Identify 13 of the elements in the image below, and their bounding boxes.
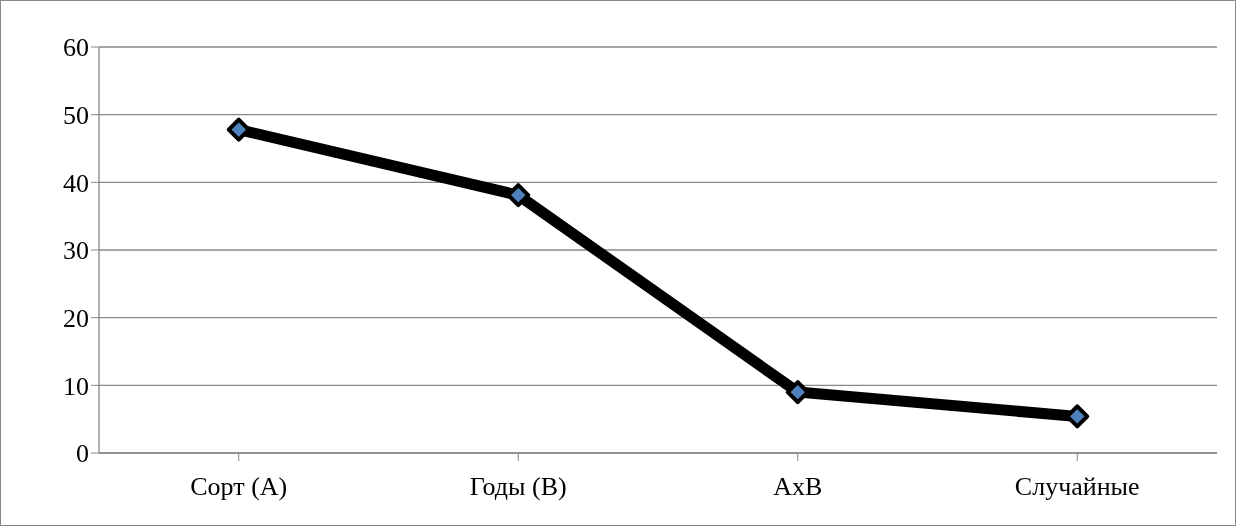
y-tick-label: 30 [63, 236, 89, 266]
point [506, 183, 531, 208]
point [226, 117, 251, 142]
x-tick-label: Сорт (А) [190, 472, 288, 502]
y-tick-label: 0 [76, 439, 89, 469]
y-tick-label: 20 [63, 303, 89, 333]
y-tick-label: 10 [63, 371, 89, 401]
y-tick-label: 40 [63, 168, 89, 198]
x-tick-label: АхВ [773, 472, 823, 502]
x-tick-label: Годы (В) [469, 472, 567, 502]
y-tick-label: 60 [63, 33, 89, 63]
x-tick-label: Случайные [1014, 472, 1140, 502]
y-tick-label: 50 [63, 100, 89, 130]
